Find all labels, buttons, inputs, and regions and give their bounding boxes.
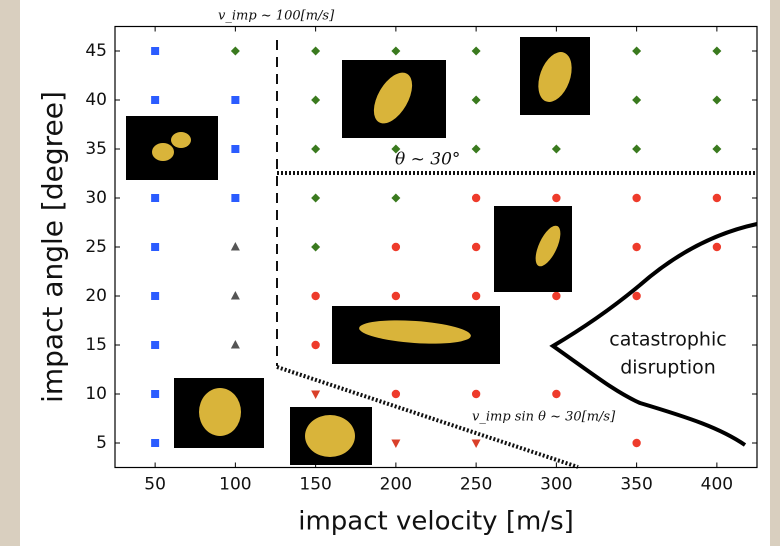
data-point xyxy=(632,46,642,56)
x-tick-label: 250 xyxy=(460,475,492,495)
data-point xyxy=(311,46,321,56)
annotation: θ ~ 30° xyxy=(395,150,460,170)
y-axis-label: impact angle [degree] xyxy=(36,91,69,403)
data-point xyxy=(231,145,240,153)
annotation: v_imp ~ 100[m/s] xyxy=(218,9,335,24)
y-tick-label: 10 xyxy=(85,384,107,404)
data-point xyxy=(391,389,401,399)
data-point xyxy=(151,292,160,300)
plot-frame xyxy=(114,25,758,469)
data-point xyxy=(632,95,642,105)
data-point xyxy=(311,193,321,203)
x-tick-label: 350 xyxy=(620,475,652,495)
y-tick-label: 15 xyxy=(85,335,107,355)
annotation: catastrophic xyxy=(609,329,726,351)
data-point xyxy=(311,340,320,350)
y-tick-label: 45 xyxy=(85,41,107,61)
data-point xyxy=(230,291,240,300)
data-point xyxy=(471,46,481,56)
data-point xyxy=(471,389,481,399)
y-tick-label: 35 xyxy=(85,139,107,159)
data-point xyxy=(471,291,481,301)
data-point xyxy=(391,439,401,448)
snapshot-body xyxy=(373,72,413,124)
data-point xyxy=(632,144,642,154)
data-point xyxy=(391,242,401,252)
plot-layer: 50 100 150 200 250 300 350 400 5 10 15 20 25 30 35 40 45 xyxy=(85,26,757,495)
x-tick-label: 200 xyxy=(380,475,412,495)
snapshot xyxy=(494,206,572,292)
data-point xyxy=(712,242,722,252)
data-point xyxy=(231,96,240,104)
annotation: disruption xyxy=(620,357,716,379)
y-tick-label: 30 xyxy=(85,188,107,208)
data-point xyxy=(552,291,561,301)
data-point xyxy=(151,439,160,447)
data-point xyxy=(311,95,321,105)
y-tick-label: 25 xyxy=(85,237,107,257)
snapshots xyxy=(126,37,590,465)
disruption-boundary xyxy=(549,222,758,447)
data-point xyxy=(471,193,481,203)
x-tick-label: 400 xyxy=(701,475,733,495)
data-point xyxy=(151,390,160,398)
data-point xyxy=(311,242,321,252)
snapshot-body xyxy=(538,52,572,102)
x-tick-label: 300 xyxy=(540,475,572,495)
data-point xyxy=(151,96,160,104)
x-tick-label: 100 xyxy=(219,475,251,495)
data-point xyxy=(230,242,240,251)
data-point xyxy=(712,144,722,154)
snapshot-body xyxy=(152,143,174,161)
data-point xyxy=(311,144,321,154)
data-point xyxy=(311,390,321,399)
data-point xyxy=(712,46,722,56)
snapshot-body xyxy=(171,132,191,148)
data-point xyxy=(391,144,401,154)
data-point xyxy=(471,242,481,252)
x-axis-label: impact velocity [m/s] xyxy=(298,507,574,537)
snapshot-body xyxy=(305,415,355,457)
data-point xyxy=(471,95,481,105)
y-tick-label: 40 xyxy=(85,90,107,110)
data-point xyxy=(151,243,160,251)
data-point xyxy=(151,47,160,55)
data-point xyxy=(471,144,481,154)
data-point xyxy=(230,340,240,349)
data-point xyxy=(231,194,240,202)
annotation: v_imp sin θ ~ 30[m/s] xyxy=(472,410,616,425)
data-point xyxy=(230,46,240,56)
data-point xyxy=(632,193,641,203)
data-point xyxy=(551,144,561,154)
data-point xyxy=(471,439,481,448)
x-tick-label: 150 xyxy=(299,475,331,495)
y-tick-label: 5 xyxy=(96,433,107,453)
data-point xyxy=(151,194,160,202)
data-point xyxy=(552,389,561,399)
snapshot-body xyxy=(535,225,561,267)
snapshot-body xyxy=(199,388,241,436)
data-point xyxy=(311,291,320,301)
data-point xyxy=(632,291,641,301)
data-point xyxy=(391,291,401,301)
snapshot-body xyxy=(359,320,471,344)
data-point xyxy=(632,242,641,252)
data-point xyxy=(552,193,561,203)
y-tick-label: 20 xyxy=(85,286,107,306)
data-point xyxy=(391,193,401,203)
x-tick-label: 50 xyxy=(144,475,166,495)
data-point xyxy=(712,193,722,203)
normal-velocity-boundary xyxy=(276,365,579,469)
data-point xyxy=(151,341,160,349)
data-point xyxy=(712,95,722,105)
data-point xyxy=(391,46,401,56)
data-point xyxy=(632,438,641,448)
